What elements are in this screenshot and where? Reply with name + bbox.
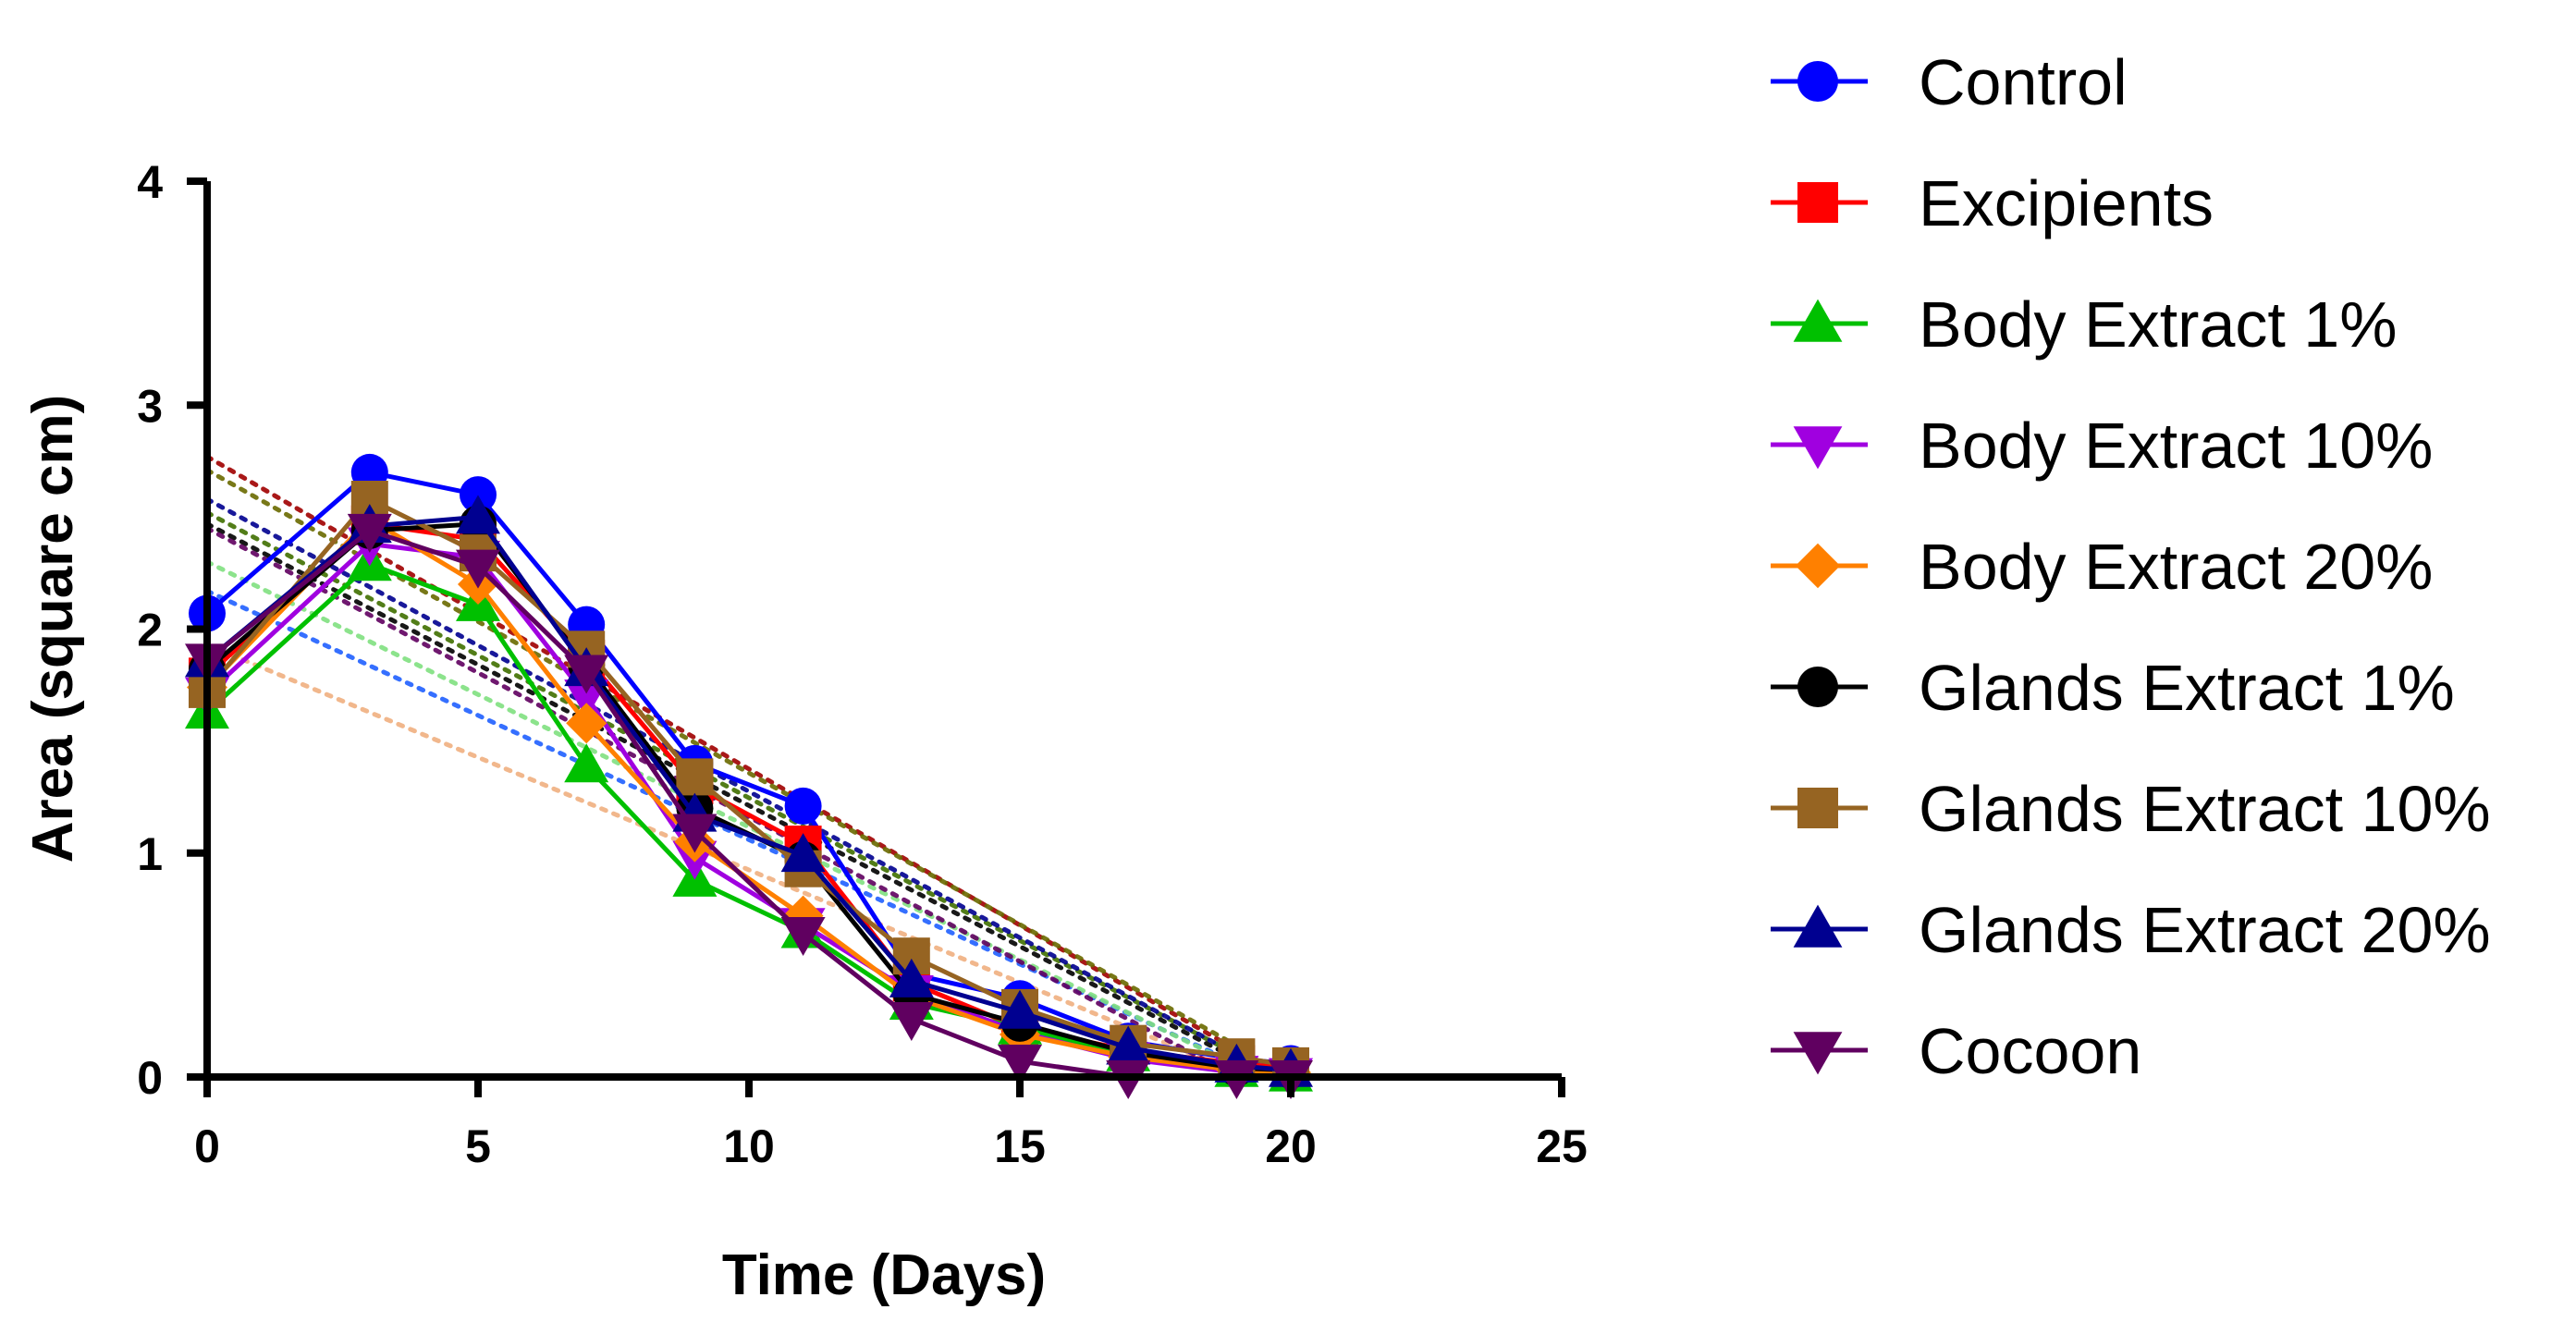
- legend-swatch-marker: [1793, 904, 1843, 948]
- data-point-glands-extract-20pct-day-17: [1106, 1025, 1151, 1065]
- x-tick-label: 20: [1265, 1120, 1317, 1172]
- legend-item-body-extract-10pct: Body Extract 10%: [1771, 410, 2433, 482]
- data-point-glands-extract-20pct-day-5: [456, 495, 500, 534]
- legend-item-glands-extract-20pct: Glands Extract 20%: [1771, 894, 2491, 966]
- trendline-glands-extract-1pct: [204, 521, 1239, 1062]
- y-tick-label: 1: [137, 828, 163, 880]
- series-body-extract-10pct: [185, 527, 1313, 1097]
- x-tick-label: 5: [465, 1120, 491, 1172]
- legend-item-cocoon: Cocoon: [1771, 1015, 2141, 1087]
- legend-swatch-marker: [1795, 543, 1841, 589]
- legend-item-excipients: Excipients: [1771, 167, 2214, 239]
- trendline-body-extract-10pct: [204, 559, 1239, 1069]
- x-tick-label: 0: [194, 1120, 220, 1172]
- legend-swatch-marker: [1797, 788, 1838, 828]
- trendline-glands-extract-20pct: [204, 496, 1239, 1058]
- legend-label: Cocoon: [1919, 1015, 2141, 1087]
- legend-item-body-extract-1pct: Body Extract 1%: [1771, 288, 2397, 361]
- data-point-glands-extract-10pct-day-9: [676, 758, 714, 796]
- legend-label: Excipients: [1919, 167, 2214, 239]
- axes: [203, 181, 1562, 1081]
- series-glands-extract-20pct: [185, 495, 1313, 1087]
- legend-item-glands-extract-10pct: Glands Extract 10%: [1771, 773, 2491, 845]
- legend-label: Body Extract 20%: [1919, 531, 2433, 603]
- data-point-glands-extract-20pct-day-15: [998, 989, 1042, 1029]
- legend-swatch-marker: [1793, 1032, 1843, 1075]
- legend-label: Body Extract 10%: [1919, 410, 2433, 482]
- y-tick-label: 0: [137, 1052, 163, 1104]
- data-point-control-day-5: [460, 476, 497, 514]
- x-tick-label: 25: [1536, 1120, 1588, 1172]
- y-tick-label: 4: [137, 156, 163, 208]
- legend-label: Glands Extract 20%: [1919, 894, 2491, 966]
- data-point-cocoon-day-13: [889, 1002, 934, 1042]
- legend-swatch-marker: [1793, 299, 1843, 342]
- legend-swatch-marker: [1797, 667, 1838, 707]
- data-point-control-day-11: [784, 787, 822, 825]
- legend-swatch-marker: [1793, 426, 1843, 470]
- legend-label: Glands Extract 10%: [1919, 773, 2491, 845]
- y-tick-label: 3: [137, 380, 163, 432]
- y-axis-title: Area (square cm): [21, 395, 85, 863]
- legend-label: Control: [1919, 46, 2128, 118]
- x-tick-label: 15: [994, 1120, 1046, 1172]
- data-point-cocoon-day-9: [672, 814, 718, 853]
- x-tick-label: 10: [723, 1120, 775, 1172]
- legend: Control Excipients Body Extract 1% Body Ext…: [1771, 46, 2491, 1087]
- tick-layer: 0 5 10 15 20 25 0 1 2 3 4: [137, 156, 1588, 1172]
- data-point-cocoon-day-7: [564, 655, 609, 694]
- legend-item-body-extract-20pct: Body Extract 20%: [1771, 531, 2433, 603]
- data-point-glands-extract-20pct-day-13: [889, 958, 934, 997]
- data-point-body-extract-1pct-day-7: [564, 743, 609, 783]
- data-point-cocoon-day-5: [456, 549, 500, 589]
- data-point-body-extract-20pct-day-7: [566, 703, 607, 744]
- legend-item-glands-extract-1pct: Glands Extract 1%: [1771, 652, 2455, 724]
- data-point-glands-extract-20pct-day-11: [780, 833, 826, 873]
- legend-label: Glands Extract 1%: [1919, 652, 2455, 724]
- legend-item-control: Control: [1771, 46, 2128, 118]
- legend-swatch-marker: [1797, 61, 1838, 102]
- y-tick-label: 2: [137, 605, 163, 656]
- legend-swatch-marker: [1797, 182, 1838, 223]
- legend-label: Body Extract 1%: [1919, 288, 2397, 361]
- x-axis-title: Time (Days): [722, 1243, 1046, 1307]
- data-point-cocoon-day-11: [780, 916, 826, 956]
- data-point-cocoon-day-15: [998, 1045, 1042, 1084]
- data-point-cocoon-day-3: [347, 513, 392, 553]
